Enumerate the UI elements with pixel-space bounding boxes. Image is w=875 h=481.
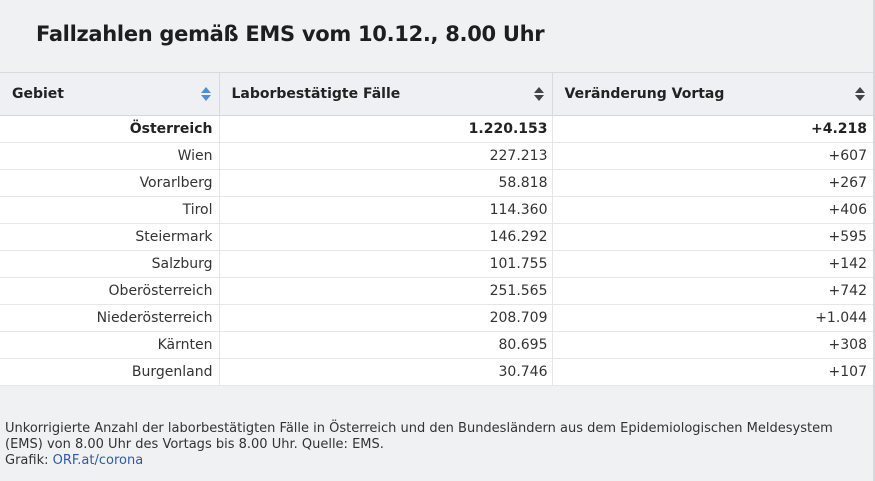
cell-veraenderung: +607 [552, 142, 873, 170]
credit-link[interactable]: ORF.at/corona [52, 453, 144, 468]
cell-gebiet: Burgenland [0, 358, 220, 386]
cell-faelle: 227.213 [219, 142, 553, 170]
data-table-container: Gebiet Laborbestätigte Fälle Veränderung… [0, 72, 873, 386]
cell-gebiet: Tirol [0, 196, 220, 224]
column-header-gebiet[interactable]: Gebiet [0, 73, 220, 116]
table-header-row: Gebiet Laborbestätigte Fälle Veränderung… [0, 73, 873, 116]
cases-table: Gebiet Laborbestätigte Fälle Veränderung… [0, 73, 873, 386]
cell-faelle: 146.292 [219, 223, 553, 251]
cell-faelle: 251.565 [219, 277, 553, 305]
cell-gebiet: Salzburg [0, 250, 220, 278]
cell-veraenderung: +595 [552, 223, 873, 251]
cell-faelle: 80.695 [219, 331, 553, 359]
table-row: Oberösterreich 251.565 +742 [0, 277, 873, 305]
footnote: Unkorrigierte Anzahl der laborbestätigte… [5, 421, 865, 469]
table-row: Tirol 114.360 +406 [0, 196, 873, 224]
cell-veraenderung: +107 [552, 358, 873, 386]
column-header-veraenderung[interactable]: Veränderung Vortag [552, 73, 873, 116]
sort-icon[interactable] [200, 87, 211, 101]
sort-icon[interactable] [855, 87, 865, 101]
cell-veraenderung: +406 [552, 196, 873, 224]
frame-border [873, 0, 875, 481]
cell-gebiet: Steiermark [0, 223, 220, 251]
column-header-label: Laborbestätigte Fälle [231, 86, 401, 102]
column-header-label: Gebiet [12, 86, 64, 102]
table-row: Steiermark 146.292 +595 [0, 223, 873, 251]
cell-faelle: 114.360 [219, 196, 553, 224]
page-title: Fallzahlen gemäß EMS vom 10.12., 8.00 Uh… [36, 22, 545, 46]
cell-gebiet: Wien [0, 142, 220, 170]
column-header-label: Veränderung Vortag [564, 86, 725, 102]
column-header-faelle[interactable]: Laborbestätigte Fälle [219, 73, 553, 116]
table-row: Burgenland 30.746 +107 [0, 358, 873, 386]
sort-icon[interactable] [533, 87, 544, 101]
cell-gebiet: Niederösterreich [0, 304, 220, 332]
cell-gebiet: Vorarlberg [0, 169, 220, 197]
cell-gebiet: Österreich [0, 115, 220, 143]
cell-faelle: 58.818 [219, 169, 553, 197]
cell-veraenderung: +1.044 [552, 304, 873, 332]
cell-faelle: 208.709 [219, 304, 553, 332]
cell-faelle: 1.220.153 [219, 115, 553, 143]
cell-veraenderung: +4.218 [552, 115, 873, 143]
table-row: Wien 227.213 +607 [0, 142, 873, 170]
credit-label: Grafik: [5, 453, 49, 468]
cell-veraenderung: +742 [552, 277, 873, 305]
table-row: Niederösterreich 208.709 +1.044 [0, 304, 873, 332]
table-row: Vorarlberg 58.818 +267 [0, 169, 873, 197]
cell-veraenderung: +267 [552, 169, 873, 197]
footnote-text: Unkorrigierte Anzahl der laborbestätigte… [5, 421, 833, 452]
table-row-total: Österreich 1.220.153 +4.218 [0, 115, 873, 143]
cell-gebiet: Oberösterreich [0, 277, 220, 305]
cell-gebiet: Kärnten [0, 331, 220, 359]
table-row: Salzburg 101.755 +142 [0, 250, 873, 278]
table-row: Kärnten 80.695 +308 [0, 331, 873, 359]
cell-faelle: 101.755 [219, 250, 553, 278]
cell-faelle: 30.746 [219, 358, 553, 386]
cell-veraenderung: +308 [552, 331, 873, 359]
cell-veraenderung: +142 [552, 250, 873, 278]
